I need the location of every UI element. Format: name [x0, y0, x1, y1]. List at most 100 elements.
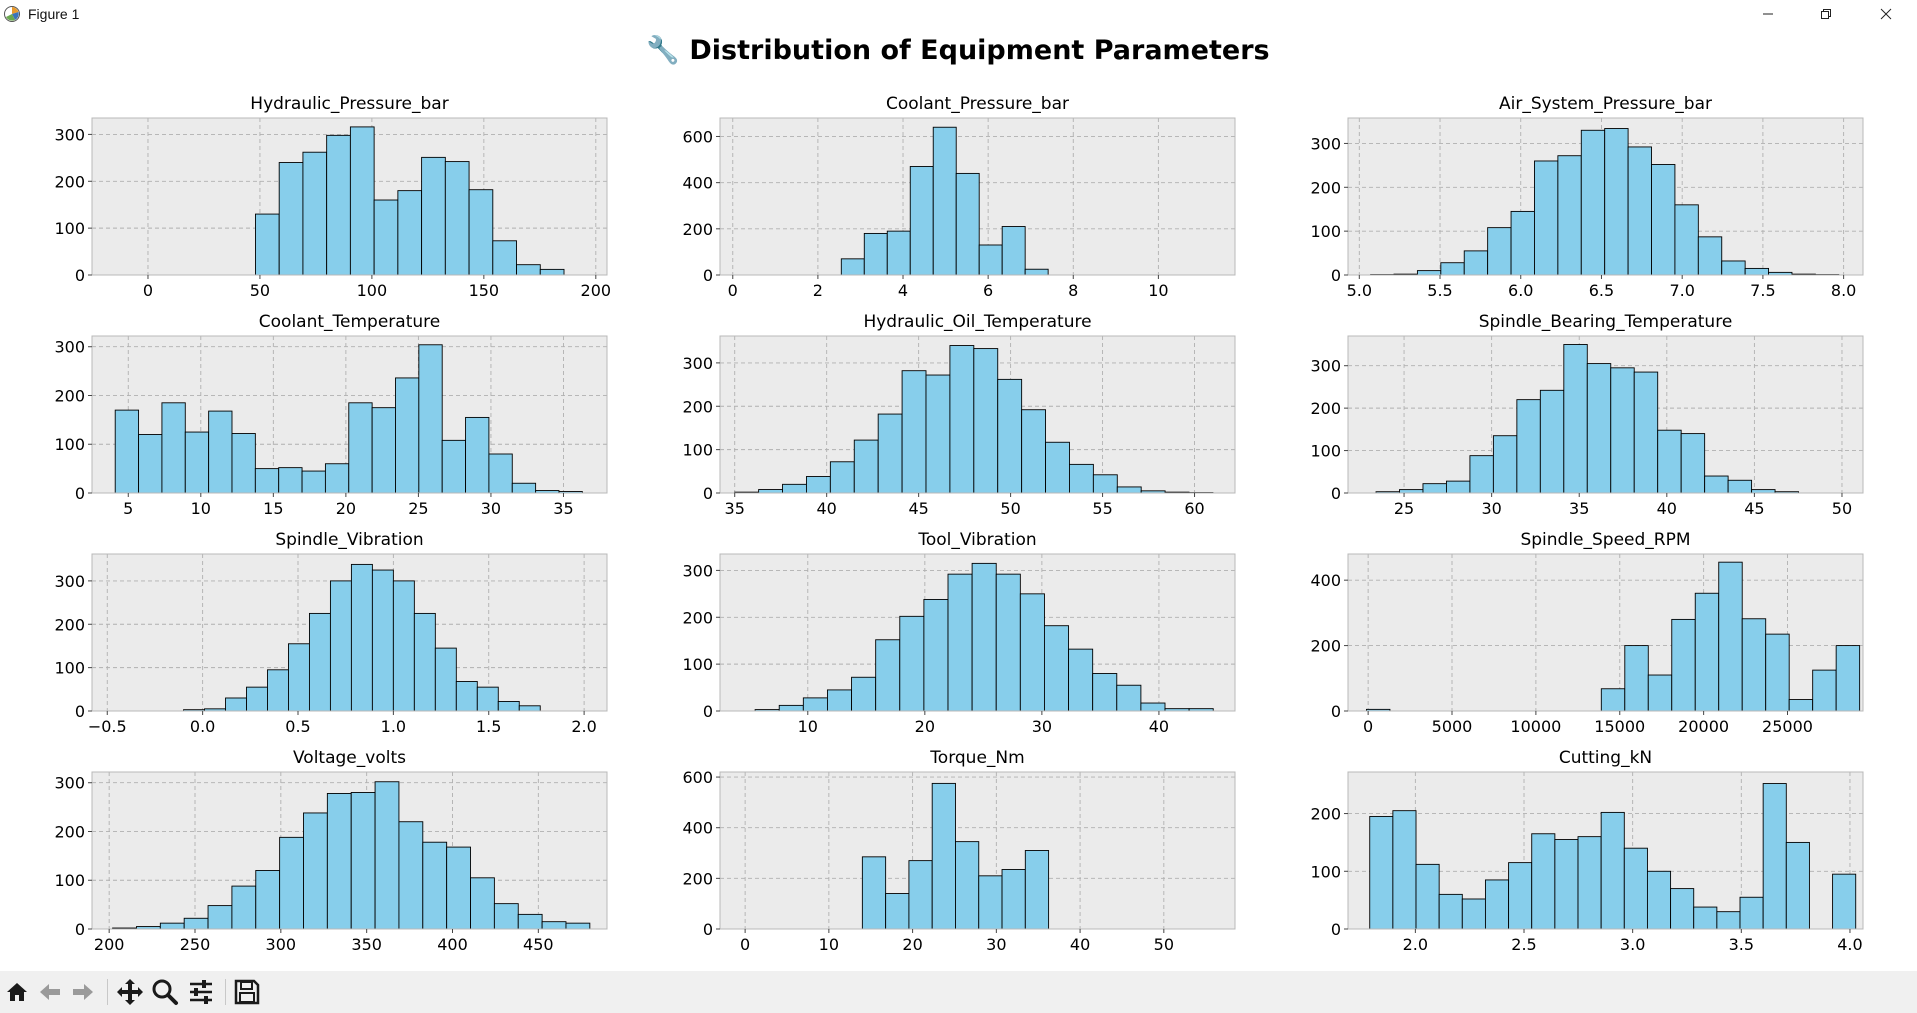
- save-icon[interactable]: [232, 977, 262, 1007]
- histogram-bar: [278, 162, 304, 276]
- subplot: 25 30 35 40 45 50 0 100 200 300 Spindle_Bearing_Te…: [1310, 312, 1864, 518]
- histogram-bar: [492, 240, 517, 276]
- histogram-bar: [324, 463, 350, 494]
- x-tick-label: 20: [915, 717, 935, 736]
- x-tick-label: 0: [728, 281, 738, 300]
- y-tick-label: 0: [75, 266, 85, 285]
- histogram-bar: [802, 697, 828, 712]
- histogram-bar: [1415, 863, 1440, 930]
- histogram-bar: [1670, 888, 1695, 930]
- y-tick-label: 400: [1310, 571, 1341, 590]
- histogram-bar: [1610, 367, 1635, 494]
- x-tick-label: 2.0: [1403, 935, 1428, 954]
- histogram-bar: [1461, 898, 1486, 930]
- y-tick-label: 100: [54, 659, 85, 678]
- y-tick-label: 200: [682, 220, 713, 239]
- histogram-bar: [1392, 810, 1417, 930]
- x-tick-label: 7.0: [1669, 281, 1694, 300]
- histogram-bar: [371, 569, 394, 712]
- histogram-bar: [225, 697, 247, 712]
- subplot-title: Air_System_Pressure_bar: [1499, 94, 1712, 114]
- x-tick-label: 0.5: [285, 717, 310, 736]
- histogram-bar: [931, 782, 956, 930]
- pan-icon[interactable]: [115, 977, 145, 1007]
- histogram-bar: [1704, 475, 1729, 494]
- histogram-bar: [1674, 204, 1699, 276]
- histogram-bar: [932, 126, 957, 276]
- histogram-bar: [1492, 435, 1518, 494]
- histogram-bar: [1741, 618, 1767, 712]
- histogram-bar: [1534, 160, 1559, 276]
- close-icon[interactable]: [1857, 0, 1915, 28]
- histogram-bar: [1580, 129, 1606, 276]
- y-tick-label: 300: [682, 561, 713, 580]
- histogram-bar: [1484, 879, 1510, 930]
- axes-frame: [91, 553, 608, 712]
- histogram-bar: [1539, 389, 1565, 494]
- histogram-bar: [886, 230, 911, 276]
- x-tick-label: 20000: [1678, 717, 1729, 736]
- histogram-bar: [418, 344, 443, 494]
- subplot-title: Spindle_Bearing_Temperature: [1479, 312, 1733, 332]
- histogram-bar: [1765, 633, 1790, 712]
- histogram-bar: [1001, 226, 1026, 276]
- histogram-bar: [971, 562, 997, 712]
- histogram-bar: [851, 676, 877, 712]
- histogram-bar: [1068, 648, 1094, 712]
- forward-icon[interactable]: [68, 977, 98, 1007]
- x-tick-label: 10: [1148, 281, 1168, 300]
- x-tick-label: 10: [819, 935, 839, 954]
- histogram-bar: [949, 345, 975, 494]
- zoom-icon[interactable]: [150, 977, 180, 1007]
- histogram-bar: [758, 489, 783, 494]
- x-tick-label: 30: [1032, 717, 1052, 736]
- histogram-bar: [978, 875, 1003, 930]
- histogram-bar: [853, 439, 879, 494]
- histogram-bar: [1718, 561, 1743, 712]
- y-tick-label: 0: [703, 266, 713, 285]
- histogram-bar: [397, 190, 423, 276]
- x-tick-label: 40: [1070, 935, 1090, 954]
- subplot-title: Coolant_Pressure_bar: [886, 94, 1069, 114]
- y-tick-label: 200: [682, 608, 713, 627]
- x-tick-label: 45: [1744, 499, 1764, 518]
- subplot: 2.0 2.5 3.0 3.5 4.0 0 100 200 Cutting_kN: [1310, 748, 1864, 954]
- x-tick-label: 8: [1068, 281, 1078, 300]
- histogram-bar: [488, 453, 513, 494]
- y-tick-label: 0: [75, 484, 85, 503]
- histogram-bar: [1697, 236, 1723, 276]
- histogram-bar: [373, 199, 399, 276]
- histogram-bar: [1694, 592, 1720, 712]
- histogram-bar: [955, 841, 980, 930]
- x-tick-label: 200: [94, 935, 125, 954]
- histogram-bar: [539, 268, 565, 276]
- histogram-bar: [877, 413, 903, 494]
- histogram-bar: [255, 213, 280, 276]
- histogram-bar: [421, 156, 446, 276]
- histogram-bar: [1438, 893, 1463, 930]
- x-tick-label: 2.5: [1511, 935, 1536, 954]
- back-icon[interactable]: [35, 977, 65, 1007]
- minimize-icon[interactable]: [1739, 0, 1797, 28]
- histogram-bar: [899, 615, 925, 712]
- histogram-bar: [114, 409, 140, 494]
- histogram-bar: [1624, 645, 1649, 712]
- y-tick-label: 300: [1310, 357, 1341, 376]
- maximize-icon[interactable]: [1797, 0, 1855, 28]
- x-tick-label: 1.0: [381, 717, 406, 736]
- histogram-bar: [1116, 486, 1142, 494]
- home-icon[interactable]: [2, 977, 32, 1007]
- histogram-bar: [446, 846, 471, 930]
- x-tick-label: 20: [336, 499, 356, 518]
- x-tick-label: 450: [523, 935, 554, 954]
- x-tick-label: 30: [481, 499, 501, 518]
- x-tick-label: 3.0: [1620, 935, 1645, 954]
- figure-canvas[interactable]: 🔧 Distribution of Equipment Parameters 0…: [0, 28, 1917, 971]
- histogram-bar: [1716, 911, 1741, 930]
- histogram-bar: [1508, 862, 1533, 930]
- y-tick-label: 200: [682, 397, 713, 416]
- x-tick-label: 10: [798, 717, 818, 736]
- configure-subplots-icon[interactable]: [186, 977, 216, 1007]
- histogram-bar: [1001, 869, 1026, 930]
- histogram-bar: [901, 370, 927, 494]
